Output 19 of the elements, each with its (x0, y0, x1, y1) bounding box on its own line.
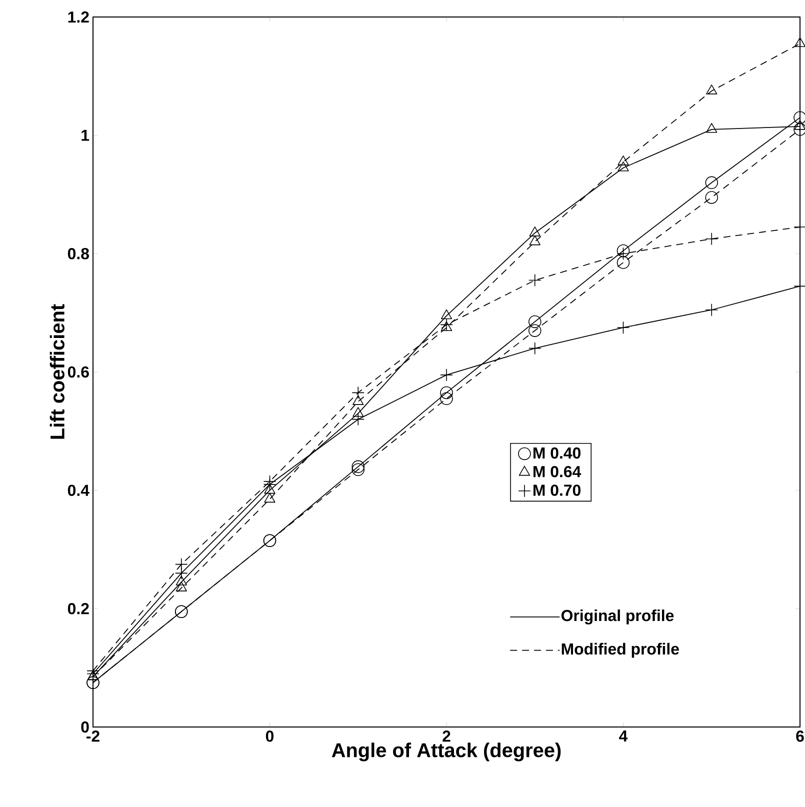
annotation: Original profile (561, 609, 674, 624)
x-tick-label: 4 (619, 730, 628, 742)
y-tick-label: 0.4 (68, 484, 90, 496)
x-tick-label: 2 (442, 730, 450, 742)
y-tick-label: 0 (81, 721, 89, 733)
y-tick-label: 0.6 (68, 366, 89, 378)
legend-label: M 0.64 (534, 466, 582, 478)
legend-label: M 0.40 (534, 447, 580, 459)
y-tick-label: 0.2 (68, 603, 89, 614)
y-tick-label: 0.8 (68, 248, 89, 260)
x-tick-label: 6 (796, 730, 804, 742)
x-tick-label: -2 (86, 730, 100, 742)
annotation: Modified profile (562, 642, 679, 658)
legend-label: M 0.70 (534, 484, 580, 496)
x-tick-label: 0 (266, 730, 274, 742)
y-tick-label: 1.2 (68, 11, 89, 23)
y-axis-title: Lift coefficient (50, 304, 64, 439)
x-axis-title: Angle of Attack (degree) (332, 742, 561, 762)
y-tick-label: 1 (82, 130, 90, 141)
